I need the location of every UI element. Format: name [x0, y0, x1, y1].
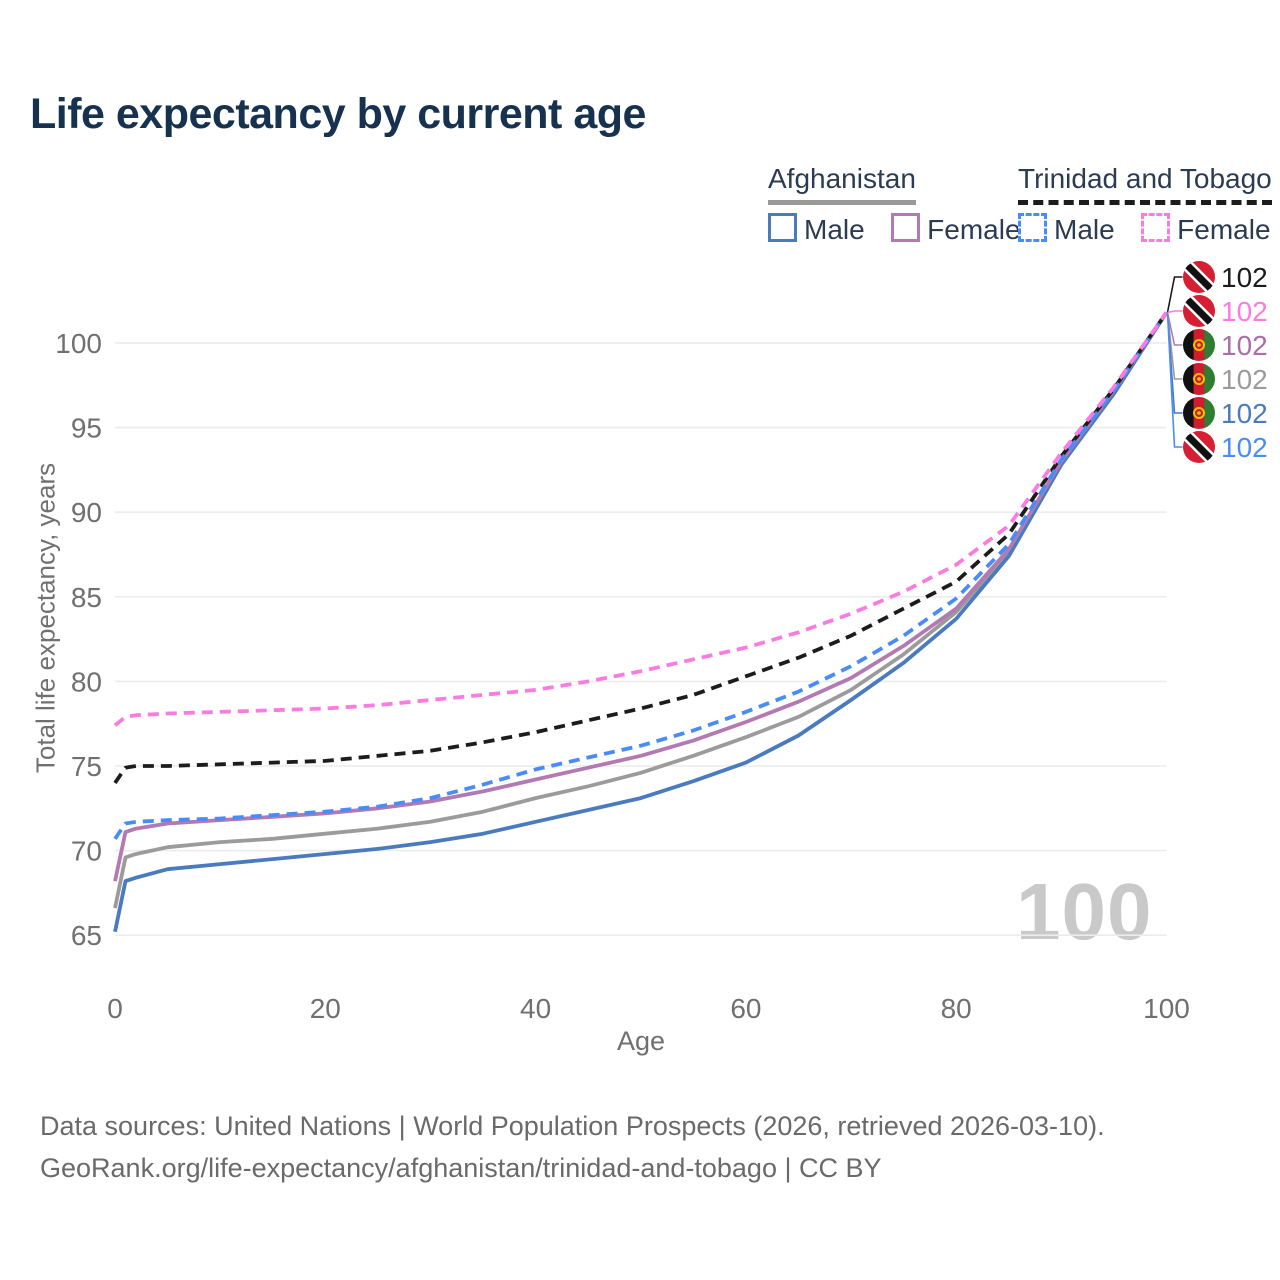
trinidad-and-tobago-flag-icon: [1183, 261, 1215, 293]
trinidad-and-tobago-flag-icon: [1183, 295, 1215, 327]
end-value-label: 102: [1221, 432, 1268, 463]
end-value-label: 102: [1221, 364, 1268, 395]
x-tick-label: 80: [941, 993, 972, 1024]
x-tick-label: 20: [310, 993, 341, 1024]
end-value-label: 102: [1221, 262, 1268, 293]
solid-line-swatch-icon: [768, 213, 797, 242]
legend-item-trinidad-female[interactable]: Female: [1141, 213, 1271, 246]
y-tick-label: 95: [71, 413, 102, 444]
x-tick-label: 40: [520, 993, 551, 1024]
legend-item-label: Male: [1054, 214, 1115, 245]
solid-line-swatch-icon: [891, 213, 921, 242]
x-axis-title: Age: [616, 1026, 666, 1056]
afghanistan-flag-icon: [1183, 329, 1215, 361]
legend-group-afghanistan: Afghanistan Male Female: [768, 163, 1043, 246]
legend-group-trinidad-and-tobago: Trinidad and Tobago Male Female: [1018, 163, 1280, 246]
series-line-trinidad-and-tobago-male: [113, 311, 1169, 840]
leader-line: [1166, 276, 1183, 313]
legend-country-afghanistan: Afghanistan: [768, 163, 916, 205]
legend-item-trinidad-male[interactable]: Male: [1018, 213, 1115, 246]
series-line-trinidad-and-tobago-female: [113, 311, 1169, 727]
end-value-label: 102: [1221, 330, 1268, 361]
afghanistan-flag-icon: [1183, 397, 1215, 429]
series-line-afghanistan-both-sexes-: [113, 311, 1169, 909]
legend-item-label: Male: [804, 214, 865, 245]
legend-item-label: Female: [927, 214, 1021, 245]
y-tick-label: 75: [71, 751, 102, 782]
attribution-line: GeoRank.org/life-expectancy/afghanistan/…: [40, 1153, 882, 1183]
legend-item-label: Female: [1177, 214, 1271, 245]
series-line-afghanistan-female: [113, 311, 1169, 882]
legend-country-trinidad-and-tobago: Trinidad and Tobago: [1018, 163, 1272, 205]
data-sources-line: Data sources: United Nations | World Pop…: [40, 1111, 1105, 1141]
legend-item-afghanistan-female[interactable]: Female: [891, 213, 1021, 246]
end-value-label: 102: [1221, 296, 1268, 327]
series-line-trinidad-and-tobago-both-sexes-: [113, 311, 1169, 784]
y-tick-label: 90: [71, 497, 102, 528]
x-tick-label: 0: [107, 993, 123, 1024]
end-value-label: 102: [1221, 398, 1268, 429]
age-watermark: 100: [1016, 867, 1153, 956]
chart-title: Life expectancy by current age: [30, 90, 646, 138]
trinidad-and-tobago-flag-icon: [1183, 431, 1215, 463]
leader-line: [1166, 312, 1183, 448]
y-tick-label: 80: [71, 666, 102, 697]
y-tick-label: 65: [71, 920, 102, 951]
y-tick-label: 85: [71, 582, 102, 613]
leader-line: [1166, 312, 1183, 346]
legend-item-afghanistan-male[interactable]: Male: [768, 213, 865, 246]
dashed-line-swatch-icon: [1141, 213, 1171, 242]
y-tick-label: 100: [55, 328, 102, 359]
x-tick-label: 100: [1143, 993, 1190, 1024]
afghanistan-flag-icon: [1183, 363, 1215, 395]
footer: Data sources: United Nations | World Pop…: [40, 1105, 1105, 1189]
dashed-line-swatch-icon: [1018, 213, 1047, 242]
x-tick-label: 60: [730, 993, 761, 1024]
series-line-afghanistan-male: [113, 311, 1169, 933]
leader-line: [1167, 310, 1183, 314]
y-tick-label: 70: [71, 836, 102, 867]
